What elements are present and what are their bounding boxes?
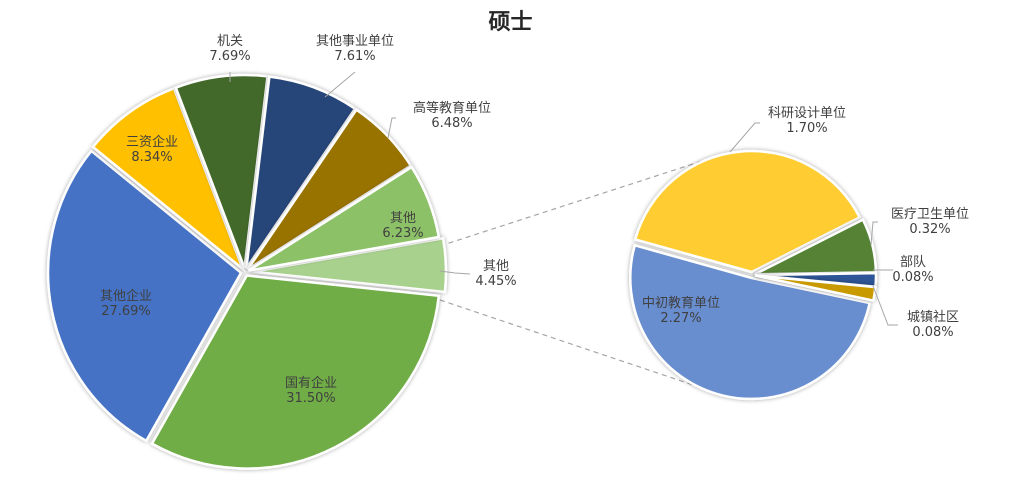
label-other-6.23: 其他 6.23% bbox=[382, 211, 423, 241]
label-higher-education: 高等教育单位 6.48% bbox=[413, 100, 491, 131]
main-pie-slice bbox=[46, 149, 243, 443]
label-other-enterprise: 其他企业 27.69% bbox=[100, 288, 152, 319]
main-pie-slice bbox=[91, 86, 246, 273]
main-pie-slice bbox=[150, 274, 441, 470]
secondary-pie bbox=[629, 149, 878, 401]
label-urban-community: 城镇社区 0.08% bbox=[907, 309, 959, 340]
secondary-pie-slice bbox=[633, 149, 862, 274]
secondary-pie-slice bbox=[629, 243, 872, 401]
chart-title: 硕士 bbox=[488, 10, 533, 35]
main-pie-slice bbox=[174, 73, 269, 269]
main-pie-slice bbox=[248, 165, 441, 272]
label-foreign-invested: 三资企业 8.34% bbox=[126, 134, 178, 165]
secondary-pie-slice bbox=[754, 274, 877, 303]
label-state-owned: 国有企业 31.50% bbox=[285, 375, 337, 406]
main-pie-slice bbox=[245, 75, 357, 269]
label-military: 部队 0.08% bbox=[892, 255, 933, 285]
main-pie bbox=[46, 73, 448, 470]
label-other-4.45: 其他 4.45% bbox=[475, 259, 516, 289]
main-pie-slice bbox=[246, 107, 413, 271]
label-research-design: 科研设计单位 1.70% bbox=[768, 106, 846, 136]
label-primary-secondary-education: 中初教育单位 2.27% bbox=[642, 295, 720, 326]
label-government: 机关 7.69% bbox=[209, 34, 250, 64]
connector-lines bbox=[439, 151, 733, 399]
label-medical-health: 医疗卫生单位 0.32% bbox=[891, 207, 969, 237]
main-pie-slice bbox=[252, 236, 448, 294]
data-labels: 其他 4.45% 国有企业 31.50% 其他企业 27.69% 三资企业 8.34% 机关 7.… bbox=[100, 34, 969, 406]
label-other-public-institution: 其他事业单位 7.61% bbox=[316, 34, 394, 64]
